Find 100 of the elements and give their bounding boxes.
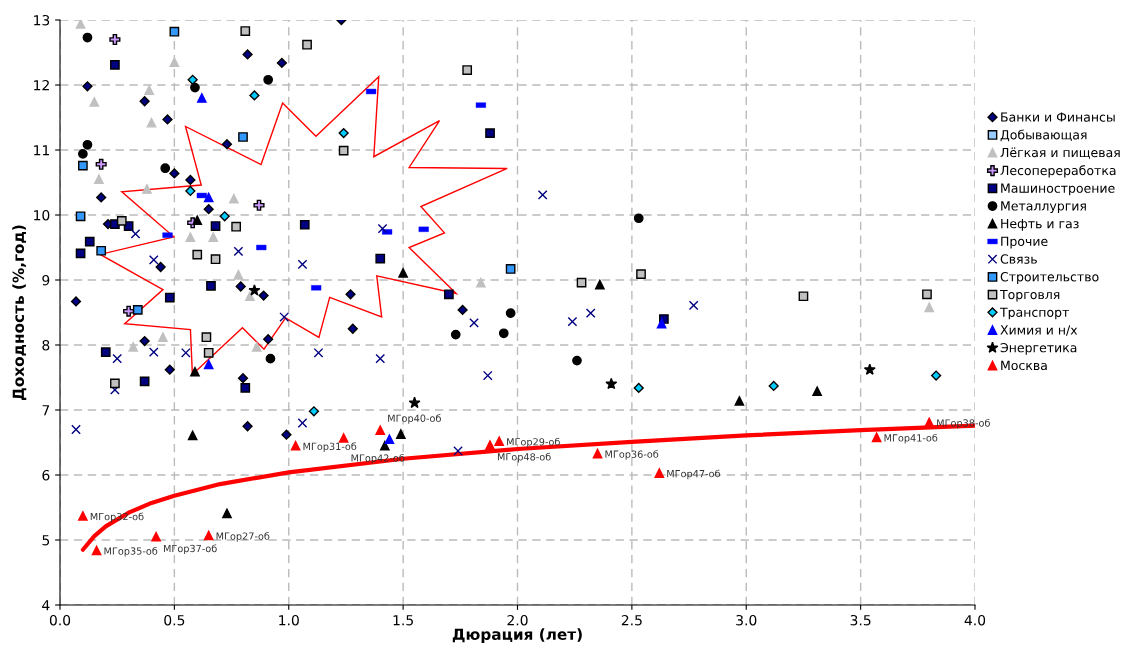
point [235, 281, 246, 292]
data-label: МГор29-об [507, 437, 560, 448]
point [78, 511, 88, 521]
point [82, 81, 93, 92]
point [190, 82, 200, 93]
data-label: МГор31-об [303, 442, 357, 452]
y-axis-title: Доходность (%,год) [12, 225, 27, 400]
point [505, 264, 516, 274]
point [450, 329, 461, 340]
y-tick-label: 10 [34, 209, 50, 221]
point [169, 168, 180, 179]
point [128, 342, 139, 352]
legend-label: Прочие [1001, 236, 1048, 249]
point [238, 132, 248, 142]
point [567, 316, 578, 327]
point [469, 318, 479, 328]
data-label: МГор35-об [104, 547, 158, 557]
point [265, 353, 276, 364]
point [142, 184, 152, 194]
point [95, 158, 107, 170]
x-tick-label: 0.5 [164, 614, 185, 626]
point [572, 355, 582, 366]
point [116, 215, 127, 226]
point [592, 448, 603, 459]
point [96, 245, 107, 256]
point [297, 418, 308, 428]
point [253, 199, 265, 211]
y-tick-label: 4 [42, 600, 50, 611]
y-tick-label: 12 [34, 79, 49, 91]
point [281, 429, 292, 440]
legend-label: Торговля [999, 289, 1060, 302]
point [82, 139, 93, 150]
point [146, 117, 157, 128]
point [206, 280, 216, 291]
point [633, 213, 644, 224]
x-tick-label: 1.5 [393, 615, 413, 626]
point [299, 219, 310, 230]
point [302, 39, 312, 50]
point [240, 383, 251, 393]
point [863, 363, 876, 375]
data-label: МГор37-об [163, 544, 217, 555]
legend-label: Строительство [1000, 272, 1099, 284]
point [100, 347, 111, 358]
point [251, 342, 262, 352]
point [233, 269, 244, 280]
point [347, 323, 358, 334]
point [798, 291, 809, 302]
point [338, 127, 349, 139]
point [494, 436, 505, 447]
point [210, 221, 221, 231]
point [245, 291, 255, 302]
point [922, 289, 932, 300]
data-label: МГор48-об [497, 452, 551, 463]
point [201, 332, 212, 343]
point [505, 308, 516, 319]
point [537, 189, 548, 200]
point [375, 253, 386, 264]
x-axis-title: Дюрация (лет) [452, 628, 582, 643]
x-tick-label: 1.0 [279, 614, 299, 626]
point [96, 192, 107, 203]
point [75, 248, 86, 259]
point [169, 57, 180, 68]
x-tick-label: 4.0 [964, 614, 986, 626]
legend-label: Добывающая [1000, 129, 1087, 142]
data-label: МГор36-об [605, 450, 659, 460]
point [219, 211, 230, 222]
data-label: МГор40-об [388, 414, 441, 424]
point [768, 380, 779, 392]
legend-label: Москва [1001, 360, 1047, 371]
point [158, 332, 168, 343]
legend-label: Металлургия [1001, 201, 1086, 214]
point [688, 300, 699, 311]
point [242, 421, 253, 432]
point [192, 215, 203, 226]
point [221, 139, 233, 150]
point [734, 396, 745, 406]
point [231, 221, 241, 232]
point [812, 386, 823, 397]
point [457, 304, 468, 316]
point [71, 424, 81, 435]
point [78, 149, 88, 159]
y-tick-label: 8 [42, 339, 50, 351]
point [656, 318, 667, 329]
point [871, 432, 882, 443]
legend-label: Химия и н/х [1000, 325, 1078, 336]
data-label: МГор41-об [884, 433, 938, 444]
point [160, 163, 171, 174]
point [338, 433, 349, 443]
point [308, 406, 320, 417]
point [89, 97, 100, 107]
y-tick-label: 9 [42, 274, 50, 286]
point [155, 261, 166, 273]
point [144, 85, 155, 96]
point [130, 228, 141, 239]
point [185, 232, 196, 242]
point [263, 334, 274, 345]
point [75, 211, 86, 222]
point [192, 249, 203, 260]
point [148, 347, 159, 358]
x-tick-label: 0.0 [49, 614, 71, 626]
